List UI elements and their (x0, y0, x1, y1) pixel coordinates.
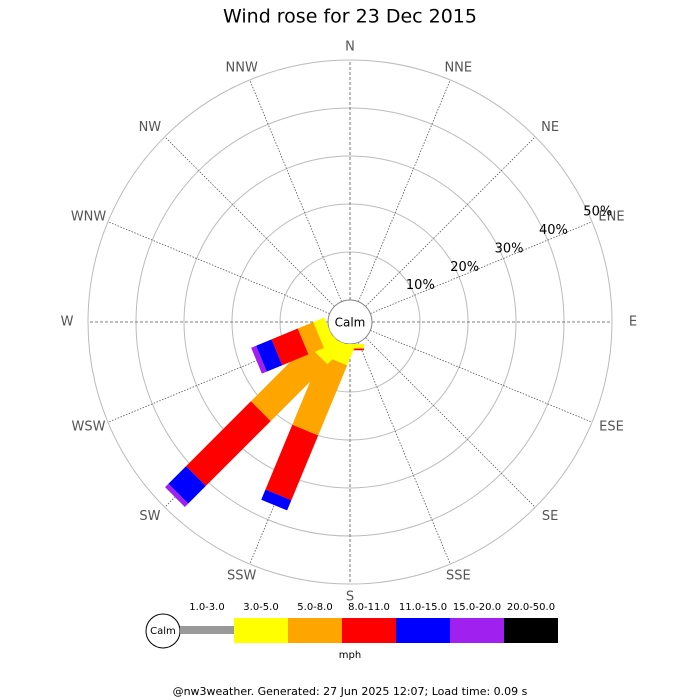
direction-label: ENE (598, 209, 624, 224)
legend-label: 15.0-20.0 (453, 602, 501, 613)
direction-label: SSW (227, 569, 257, 584)
wind-bar (292, 354, 348, 436)
direction-label: W (61, 315, 74, 330)
legend-swatch (450, 618, 504, 643)
direction-label: WNW (71, 209, 107, 224)
spoke (249, 79, 342, 302)
spoke (358, 342, 451, 565)
spoke (365, 136, 536, 307)
wind-bar (313, 317, 336, 348)
spoke (365, 337, 536, 508)
wind-bar (297, 322, 324, 355)
direction-label: S (346, 590, 354, 605)
direction-label: ESE (599, 420, 624, 435)
wind-bar (271, 328, 309, 366)
r-tick-label: 30% (495, 241, 524, 256)
direction-label: NW (139, 120, 162, 135)
legend-swatch (288, 618, 342, 643)
wind-bar (186, 401, 271, 486)
legend-swatch (234, 618, 288, 643)
spoke (370, 221, 593, 314)
wind-bar (261, 489, 292, 511)
legend-label: 1.0-3.0 (189, 602, 224, 613)
wind-bar (265, 424, 319, 501)
legend-swatch (180, 626, 234, 634)
r-tick-label: 50% (583, 205, 612, 220)
legend-swatch (342, 618, 396, 643)
direction-label: NE (541, 120, 559, 135)
legend-swatch (504, 618, 558, 643)
direction-label: NNW (226, 60, 258, 75)
r-tick-label: 20% (450, 260, 479, 275)
direction-label: SSE (446, 569, 471, 584)
legend-label: 3.0-5.0 (243, 602, 278, 613)
wind-bar (250, 344, 328, 422)
footer: @nw3weather. Generated: 27 Jun 2025 12:0… (173, 685, 528, 698)
spoke (358, 79, 451, 302)
legend-label: 8.0-11.0 (348, 602, 390, 613)
direction-label: SW (139, 509, 160, 524)
direction-label: SE (542, 509, 558, 524)
r-tick-label: 40% (539, 223, 568, 238)
legend-label: 5.0-8.0 (297, 602, 332, 613)
direction-label: WSW (72, 420, 106, 435)
direction-label: E (629, 315, 637, 330)
direction-label: NNE (444, 60, 472, 75)
spoke (164, 136, 335, 307)
chart-title: Wind rose for 23 Dec 2015 (223, 6, 477, 28)
wind-bar (165, 483, 189, 507)
spoke (107, 221, 330, 314)
legend-unit: mph (339, 650, 361, 661)
legend-label: 11.0-15.0 (399, 602, 447, 613)
grid-ring (87, 59, 613, 585)
legend-swatch (396, 618, 450, 643)
r-tick-label: 10% (406, 278, 435, 293)
legend-calm-label: Calm (150, 626, 176, 637)
grid-ring (183, 155, 517, 489)
direction-label: N (345, 40, 355, 55)
spoke (370, 330, 593, 423)
calm-label: Calm (335, 316, 366, 330)
wind-bar (251, 345, 267, 374)
wind-bar (256, 339, 283, 372)
legend-label: 20.0-50.0 (507, 602, 555, 613)
wind-bar (168, 466, 206, 504)
